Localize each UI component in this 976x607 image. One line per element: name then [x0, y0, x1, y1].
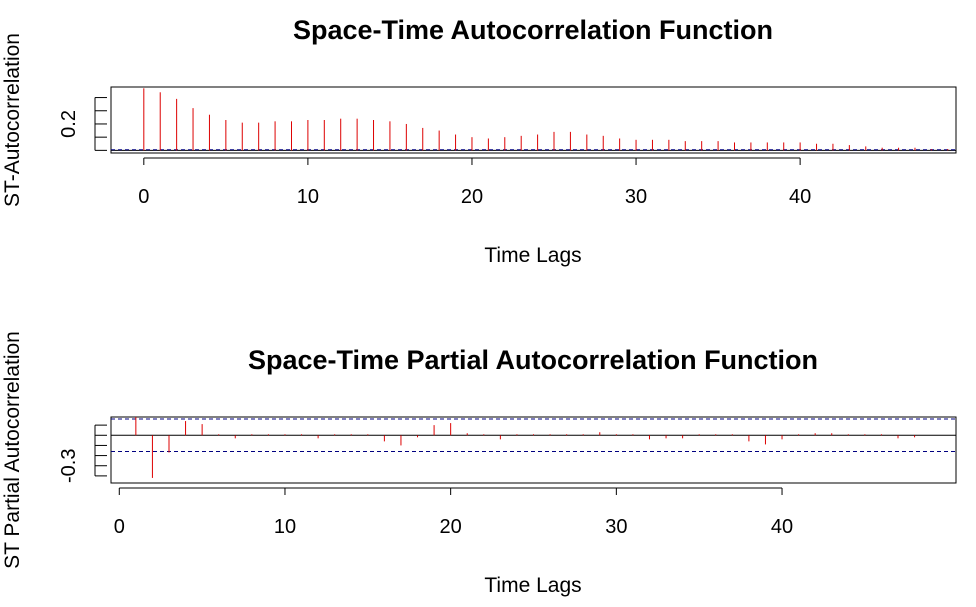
acf-y-tick-label: 0.2 [58, 110, 80, 138]
pacf-ylabel: ST Partial Autocorrelation [1, 331, 24, 569]
pacf-y-tick-label: -0.3 [58, 449, 80, 483]
pacf-x-tick-label: 0 [114, 516, 125, 538]
pacf-x-tick-label: 10 [274, 516, 296, 538]
acf-y-axis: 0.2 [58, 97, 107, 151]
pacf-y-axis: -0.3 [58, 424, 107, 483]
acf-title: Space-Time Autocorrelation Function [293, 15, 773, 45]
pacf-marks [111, 417, 956, 478]
pacf-x-tick-label: 20 [440, 516, 462, 538]
acf-plot-frame [110, 86, 957, 154]
pacf-x-axis: 0 10 20 30 40 [114, 487, 793, 538]
pacf-title: Space-Time Partial Autocorrelation Funct… [248, 345, 818, 375]
pacf-panel: Space-Time Partial Autocorrelation Funct… [1, 331, 957, 597]
pacf-x-tick-label: 40 [771, 516, 793, 538]
pacf-xlabel: Time Lags [484, 574, 581, 597]
acf-marks [111, 88, 956, 151]
pacf-plot-frame [110, 416, 957, 484]
pacf-x-tick-label: 30 [605, 516, 627, 538]
acf-ylabel: ST-Autocorrelation [1, 33, 24, 207]
acf-x-tick-label: 0 [138, 186, 149, 208]
acf-x-tick-label: 40 [789, 186, 811, 208]
acf-x-tick-label: 30 [625, 186, 647, 208]
acf-panel: Space-Time Autocorrelation Function Time… [1, 15, 957, 267]
acf-x-tick-label: 20 [461, 186, 483, 208]
acf-x-tick-label: 10 [297, 186, 319, 208]
acf-xlabel: Time Lags [484, 244, 581, 267]
acf-x-axis: 0 10 20 30 40 [138, 157, 811, 208]
